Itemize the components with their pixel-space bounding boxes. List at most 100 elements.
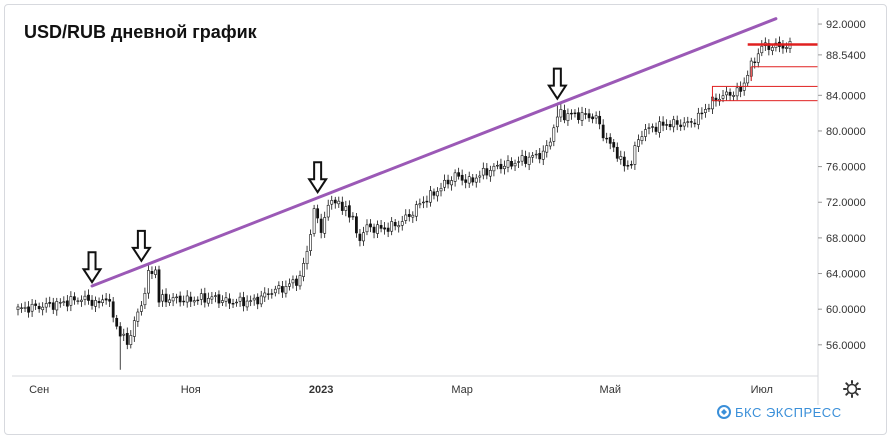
candle-body (270, 293, 274, 295)
candle-body (182, 300, 186, 303)
candle-body (284, 286, 288, 294)
candle-body (460, 174, 464, 181)
candle-body (633, 145, 637, 165)
candle-body (478, 175, 482, 178)
candle-body (665, 124, 669, 126)
candle-body (309, 234, 312, 251)
y-tick-label: 64.0000 (826, 269, 866, 281)
candle-body (446, 179, 450, 185)
candle-body (393, 222, 397, 227)
candle-body (770, 47, 774, 51)
y-tick-label: 84.0000 (826, 90, 866, 102)
candle-body (612, 142, 616, 148)
candle-body (580, 112, 584, 121)
candle-body (541, 150, 545, 160)
candle-body (591, 116, 594, 120)
candle-body (185, 295, 189, 303)
candle-body (231, 303, 235, 305)
candle-body (316, 208, 320, 219)
candle-body (27, 306, 30, 313)
x-axis: Сен Ноя 2023 Мар Май Июл (29, 384, 773, 396)
candle-body (295, 278, 298, 286)
candle-body (520, 155, 524, 162)
candle-body (90, 299, 94, 306)
candle-body (157, 269, 161, 303)
candle-body (51, 302, 55, 310)
candle-body (189, 296, 193, 302)
candle-body (559, 109, 563, 118)
candle-body (242, 297, 246, 307)
candle-body (305, 251, 309, 265)
candle-body (506, 160, 510, 168)
candle-body (407, 214, 411, 217)
candle-body (312, 208, 316, 234)
candle-body (80, 299, 83, 302)
candle-body (256, 296, 260, 305)
candle-body (513, 162, 517, 167)
candle-body (481, 167, 485, 176)
candle-body (34, 303, 38, 306)
candle-body (192, 300, 196, 303)
y-tick-label: 56.0000 (826, 340, 866, 352)
candle-body (280, 286, 284, 293)
candle-body (104, 298, 108, 301)
candle-body (622, 156, 626, 167)
candle-body (37, 306, 41, 310)
candle-body (471, 177, 475, 183)
candle-body (555, 116, 559, 128)
brand-logo: БКС ЭКСПРЕСС (717, 405, 842, 420)
brand-name: БКС ЭКСПРЕСС (735, 405, 842, 420)
candle-body (686, 121, 690, 123)
gear-icon[interactable] (843, 380, 861, 398)
candle-body (739, 86, 743, 92)
candle-body (288, 283, 291, 287)
candle-body (125, 332, 129, 345)
y-tick-label: 76.0000 (826, 162, 866, 174)
candle-body (337, 200, 341, 205)
candle-body (118, 326, 122, 337)
candle-body (214, 295, 217, 297)
candle-body (147, 270, 150, 294)
candle-body (577, 112, 580, 120)
candle-body (249, 300, 253, 302)
candle-body (587, 113, 591, 119)
candle-body (584, 113, 587, 115)
candle-body (418, 203, 422, 206)
candle-body (668, 124, 672, 128)
candle-body (171, 297, 175, 302)
candle-body (41, 306, 45, 311)
candle-body (474, 177, 478, 183)
candle-body (629, 164, 633, 166)
candle-body (379, 225, 383, 229)
trendline (90, 17, 778, 288)
candle-body (273, 288, 277, 294)
y-tick-label: 92.0000 (826, 19, 866, 31)
candle-body (524, 156, 528, 164)
candle-body (651, 126, 654, 128)
candle-body (728, 91, 732, 96)
overlays (81, 17, 819, 288)
candle-body (390, 221, 394, 232)
candle-body (62, 301, 66, 304)
candle-body (425, 200, 429, 203)
candle-body (164, 293, 168, 303)
candle-body (129, 335, 133, 345)
down-arrow-marker (81, 251, 103, 285)
candle-body (517, 161, 520, 163)
candle-body (640, 136, 644, 141)
candle-body (527, 156, 531, 165)
candle-body (365, 224, 369, 233)
candle-body (721, 95, 725, 99)
y-tick-label: 60.0000 (826, 304, 866, 316)
candle-body (235, 301, 238, 304)
candle-body (323, 217, 327, 234)
candle-body (94, 300, 97, 307)
candle-body (55, 301, 59, 311)
x-tick-label: Мар (451, 384, 473, 396)
candle-body (608, 137, 612, 144)
candle-body (785, 47, 788, 49)
x-tick-label: 2023 (309, 384, 333, 396)
candle-body (376, 224, 379, 234)
candle-body (443, 179, 446, 188)
candle-body (351, 215, 355, 218)
